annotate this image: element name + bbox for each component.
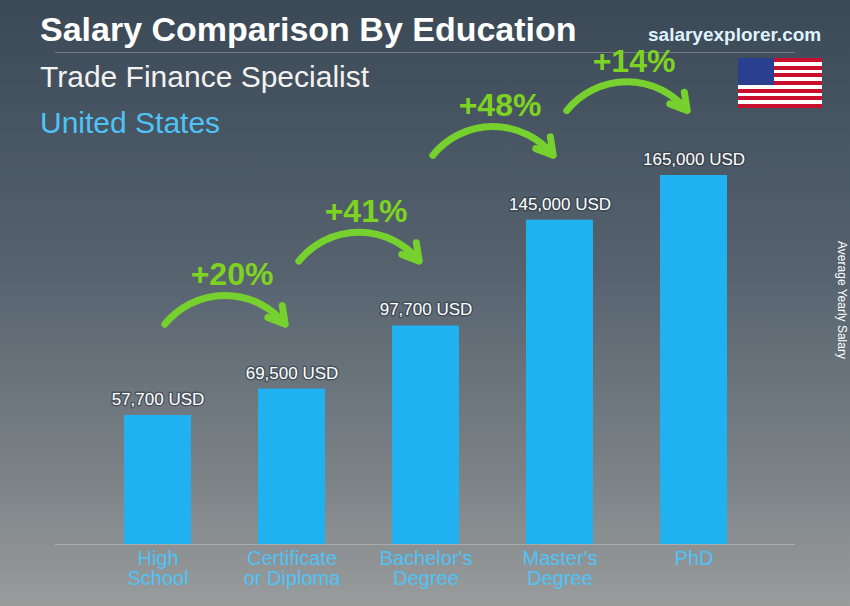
svg-text:+20%: +20% bbox=[191, 256, 274, 292]
svg-text:69,500 USD: 69,500 USD bbox=[246, 364, 339, 383]
html-text:salaryexplorer.com: salaryexplorer.com bbox=[648, 24, 822, 45]
svg-text:HighSchool: HighSchool bbox=[127, 547, 188, 589]
svg-text:97,700 USD: 97,700 USD bbox=[380, 300, 473, 319]
html-text:Trade Finance Specialist: Trade Finance Specialist bbox=[40, 60, 370, 93]
svg-text:PhD: PhD bbox=[675, 547, 714, 569]
svg-text:Bachelor'sDegree: Bachelor'sDegree bbox=[380, 547, 473, 589]
svg-text:165,000 USD: 165,000 USD bbox=[643, 150, 745, 169]
svg-text:+41%: +41% bbox=[325, 193, 408, 229]
svg-text:145,000 USD: 145,000 USD bbox=[509, 195, 611, 214]
html-text:Salary Comparison By Education: Salary Comparison By Education bbox=[40, 10, 577, 48]
svg-text:57,700 USD: 57,700 USD bbox=[112, 390, 205, 409]
svg-text:Certificateor Diploma: Certificateor Diploma bbox=[244, 547, 342, 589]
svg-text:+14%: +14% bbox=[593, 43, 676, 79]
html-text:Average Yearly Salary: Average Yearly Salary bbox=[835, 241, 849, 359]
svg-text:Master'sDegree: Master'sDegree bbox=[523, 547, 598, 589]
html-text:United States: United States bbox=[40, 106, 221, 139]
svg-text:+48%: +48% bbox=[459, 87, 542, 123]
